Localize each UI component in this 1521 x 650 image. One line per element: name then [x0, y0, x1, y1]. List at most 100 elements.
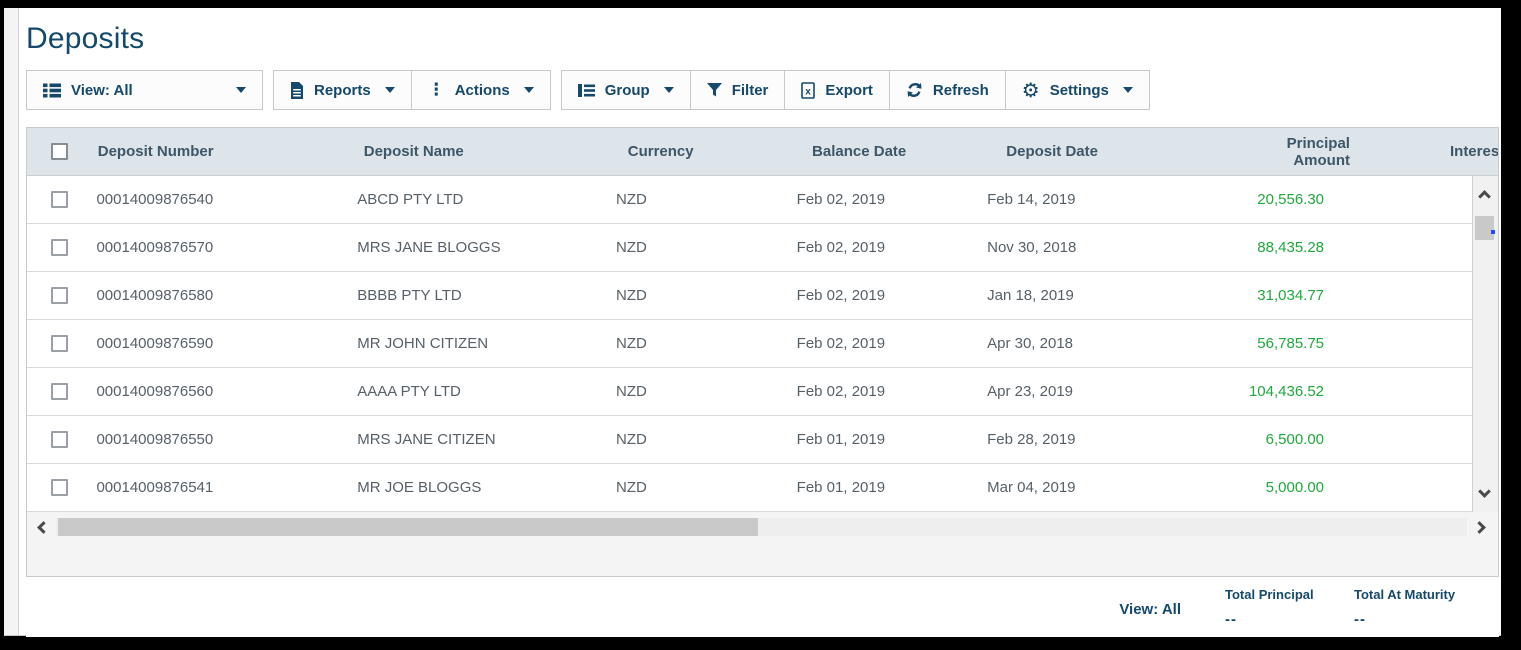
- column-header-balance-date[interactable]: Balance Date: [812, 143, 907, 160]
- scroll-left-icon[interactable]: [37, 520, 50, 534]
- cell-deposit-date: Feb 14, 2019: [987, 191, 1076, 208]
- cell-deposit-name: AAAA PTY LTD: [357, 383, 461, 400]
- report-document-icon: [290, 81, 304, 99]
- group-button[interactable]: Group: [560, 70, 691, 110]
- table-row[interactable]: 00014009876540 ABCD PTY LTD NZD Feb 02, …: [27, 176, 1473, 224]
- view-button-group: View: All: [26, 70, 263, 110]
- row-checkbox-cell: [27, 479, 91, 496]
- cell-balance-date: Feb 02, 2019: [796, 239, 886, 256]
- cell-deposit-name: MRS JANE BLOGGS: [357, 239, 501, 256]
- cell-deposit-name: MRS JANE CITIZEN: [357, 431, 496, 448]
- export-excel-icon: x: [801, 81, 816, 99]
- cell-principal-amount: 31,034.77: [1257, 287, 1325, 304]
- row-checkbox-cell: [27, 239, 91, 256]
- horizontal-scrollbar-thumb[interactable]: [58, 518, 758, 536]
- reports-label: Reports: [314, 81, 371, 99]
- cell-deposit-date: Mar 04, 2019: [987, 479, 1076, 496]
- table-header-row: Deposit Number Deposit Name Currency Bal…: [27, 128, 1498, 176]
- cell-deposit-name: ABCD PTY LTD: [357, 191, 464, 208]
- total-at-maturity-label: Total At Maturity: [1354, 587, 1456, 602]
- cell-principal-amount: 6,500.00: [1265, 431, 1325, 448]
- grid-filler: [27, 540, 1498, 576]
- total-principal-label: Total Principal: [1225, 587, 1314, 602]
- refresh-button[interactable]: Refresh: [888, 70, 1006, 110]
- reports-button[interactable]: Reports: [273, 70, 412, 110]
- cell-deposit-name: MR JOE BLOGGS: [357, 479, 482, 496]
- footer-view-label: View: All: [1119, 601, 1181, 618]
- cell-balance-date: Feb 02, 2019: [796, 287, 886, 304]
- row-checkbox-cell: [27, 383, 91, 400]
- row-checkbox-cell: [27, 335, 91, 352]
- horizontal-scrollbar[interactable]: [27, 514, 1498, 540]
- vertical-scrollbar[interactable]: [1473, 176, 1498, 512]
- view-dropdown-button[interactable]: View: All: [26, 70, 263, 110]
- column-header-deposit-number[interactable]: Deposit Number: [97, 143, 214, 160]
- column-header-deposit-date[interactable]: Deposit Date: [1006, 143, 1098, 160]
- kebab-menu-icon: ⋮: [427, 79, 445, 100]
- cell-principal-amount: 56,785.75: [1257, 335, 1325, 352]
- left-gutter: [4, 8, 19, 635]
- cell-balance-date: Feb 02, 2019: [796, 383, 886, 400]
- table-body-rows: 00014009876540 ABCD PTY LTD NZD Feb 02, …: [27, 176, 1474, 512]
- export-label: Export: [825, 81, 873, 99]
- table-row[interactable]: 00014009876580 BBBB PTY LTD NZD Feb 02, …: [27, 272, 1473, 320]
- cell-deposit-date: Apr 23, 2019: [987, 383, 1074, 400]
- scroll-right-icon[interactable]: [1473, 520, 1486, 534]
- column-header-deposit-name[interactable]: Deposit Name: [363, 143, 464, 160]
- vertical-scrollbar-thumb[interactable]: [1475, 216, 1496, 240]
- row-checkbox[interactable]: [50, 335, 68, 352]
- row-checkbox[interactable]: [50, 287, 68, 304]
- cell-deposit-number: 00014009876540: [96, 191, 214, 208]
- cell-deposit-number: 00014009876560: [96, 383, 214, 400]
- main-content: Deposits View: All Reports: [20, 8, 1501, 637]
- row-checkbox[interactable]: [50, 479, 68, 496]
- scroll-up-icon[interactable]: [1478, 190, 1491, 203]
- settings-button[interactable]: ⚙ Settings: [1004, 70, 1150, 110]
- row-checkbox[interactable]: [50, 191, 68, 208]
- row-checkbox[interactable]: [50, 383, 68, 400]
- chevron-down-icon: [236, 87, 246, 93]
- horizontal-scrollbar-track[interactable]: [56, 518, 1467, 536]
- cell-deposit-number: 00014009876570: [96, 239, 214, 256]
- cell-principal-amount: 20,556.30: [1257, 191, 1325, 208]
- table-row[interactable]: 00014009876541 MR JOE BLOGGS NZD Feb 01,…: [27, 464, 1473, 512]
- export-button[interactable]: x Export: [784, 70, 890, 110]
- row-checkbox[interactable]: [50, 239, 68, 256]
- column-header-interest[interactable]: Interest: [1449, 143, 1498, 160]
- cell-principal-amount: 104,436.52: [1248, 383, 1325, 400]
- table-row[interactable]: 00014009876550 MRS JANE CITIZEN NZD Feb …: [27, 416, 1473, 464]
- table-row[interactable]: 00014009876570 MRS JANE BLOGGS NZD Feb 0…: [27, 224, 1473, 272]
- chevron-down-icon: [523, 87, 534, 93]
- actions-button[interactable]: ⋮ Actions: [410, 70, 551, 110]
- cell-deposit-date: Feb 28, 2019: [987, 431, 1076, 448]
- cell-deposit-number: 00014009876580: [96, 287, 214, 304]
- svg-text:x: x: [806, 86, 812, 97]
- column-header-currency[interactable]: Currency: [627, 143, 694, 160]
- cell-currency: NZD: [616, 383, 647, 400]
- row-checkbox-cell: [27, 431, 91, 448]
- deposits-grid: Deposit Number Deposit Name Currency Bal…: [26, 127, 1499, 577]
- cell-balance-date: Feb 02, 2019: [796, 335, 886, 352]
- table-view-icon: [43, 83, 61, 98]
- filter-button[interactable]: Filter: [689, 70, 786, 110]
- cell-balance-date: Feb 01, 2019: [796, 479, 886, 496]
- cell-currency: NZD: [616, 287, 647, 304]
- totals-footer: View: All Total Principal -- Total At Ma…: [26, 577, 1499, 637]
- table-row[interactable]: 00014009876590 MR JOHN CITIZEN NZD Feb 0…: [27, 320, 1473, 368]
- group-label: Group: [604, 81, 650, 99]
- cell-deposit-number: 00014009876550: [96, 431, 214, 448]
- table-row[interactable]: 00014009876560 AAAA PTY LTD NZD Feb 02, …: [27, 368, 1473, 416]
- page-title: Deposits: [26, 22, 145, 55]
- column-header-principal-amount[interactable]: Principal Amount: [1286, 134, 1350, 169]
- row-checkbox-cell: [27, 191, 91, 208]
- row-checkbox[interactable]: [50, 431, 68, 448]
- cell-currency: NZD: [616, 191, 647, 208]
- total-at-maturity-block: Total At Maturity --: [1354, 587, 1461, 628]
- cell-currency: NZD: [616, 431, 647, 448]
- gear-icon: ⚙: [1021, 78, 1040, 102]
- chevron-down-icon: [663, 87, 674, 93]
- table-body: 00014009876540 ABCD PTY LTD NZD Feb 02, …: [27, 176, 1498, 512]
- select-all-checkbox[interactable]: [51, 143, 69, 160]
- row-checkbox-cell: [27, 287, 91, 304]
- scroll-down-icon[interactable]: [1478, 485, 1491, 498]
